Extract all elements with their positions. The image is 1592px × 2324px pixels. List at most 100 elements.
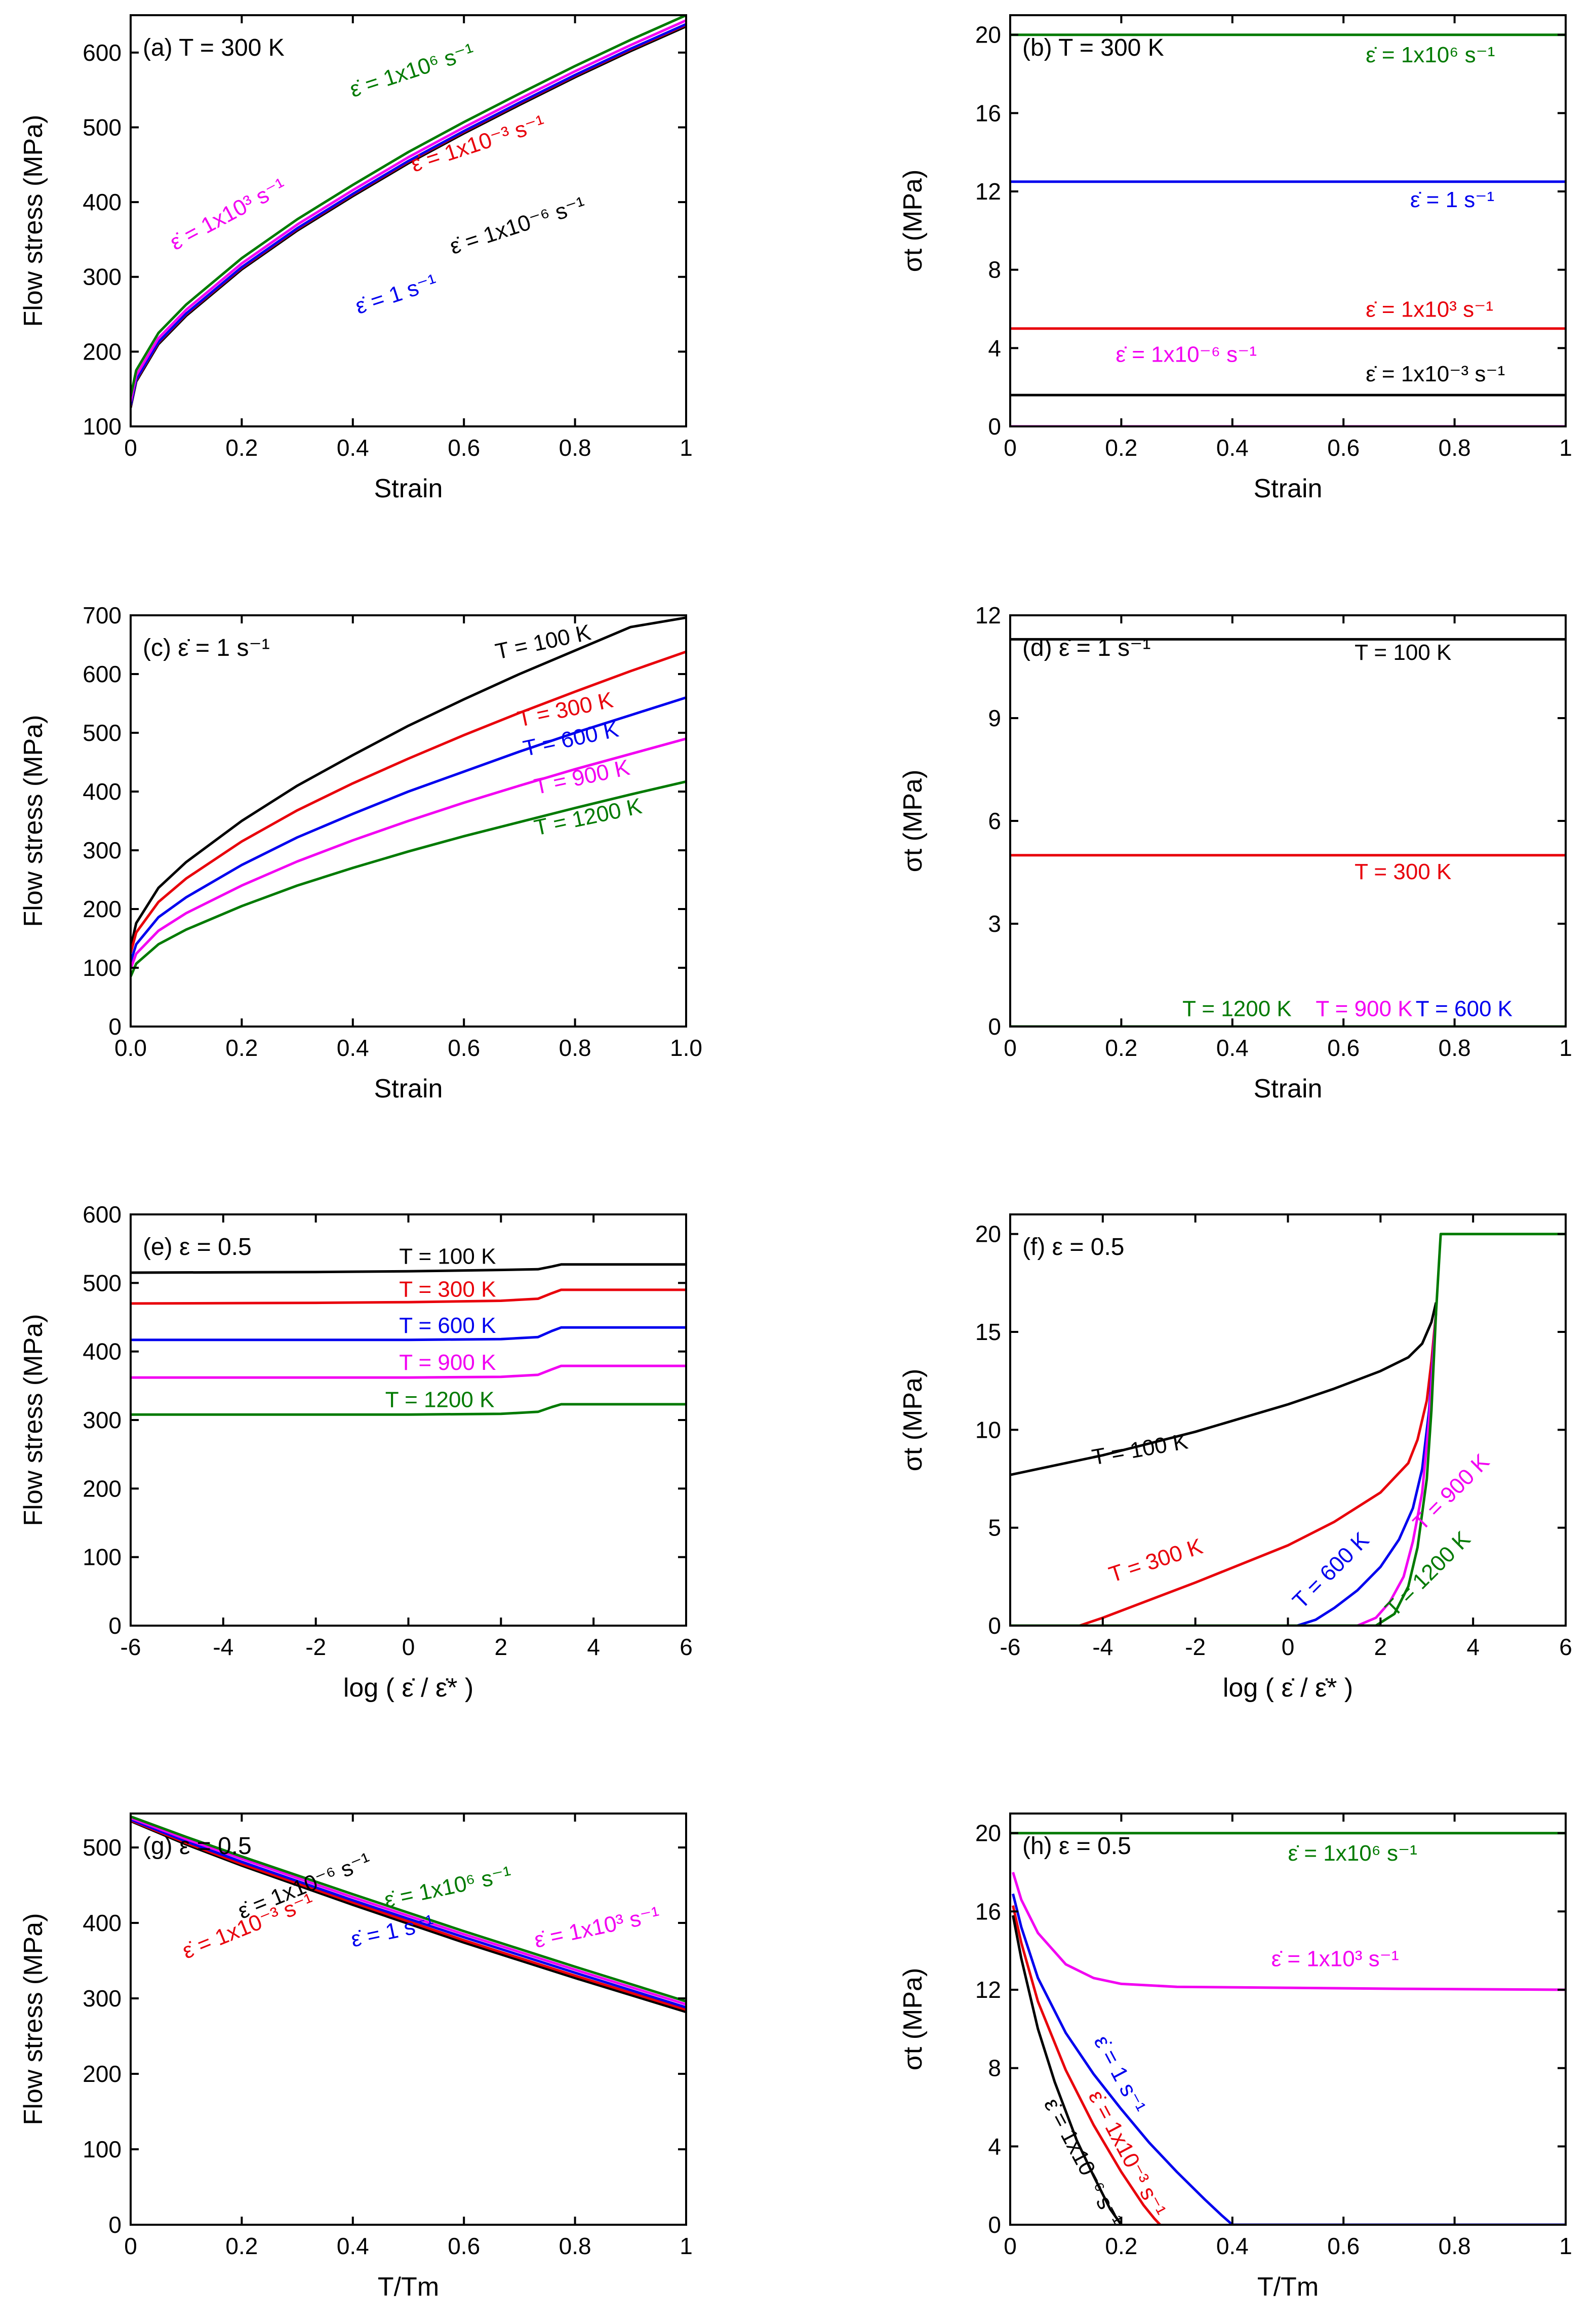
x-tick-label: 0 [124,435,137,461]
series-line-g-4 [131,1815,686,2003]
curve-annotation: T = 1200 K [1182,997,1292,1021]
series-line-a-4 [131,15,686,397]
y-tick-label: 0 [988,1612,1001,1639]
x-tick-label: 0.8 [1439,2233,1471,2259]
curve-annotation: T = 1200 K [385,1387,495,1412]
curve-annotation: T = 600 K [1288,1527,1374,1613]
y-tick-label: 0 [988,1013,1001,1040]
y-tick-label: 16 [975,1898,1001,1924]
y-tick-label: 400 [83,778,122,805]
series-line-c-3 [131,737,686,970]
series-line-e-1 [131,1288,686,1305]
x-tick-label: 0 [402,1634,415,1660]
y-axis-label: Flow stress (MPa) [19,1913,48,2125]
x-tick-label: -2 [1185,1634,1206,1660]
x-tick-label: 1 [680,435,693,461]
y-tick-label: 300 [83,264,122,290]
panel-label: (c) ε̇ = 1 s⁻¹ [143,635,270,661]
panel-label: (g) ε = 0.5 [143,1833,252,1860]
panel-label: (f) ε = 0.5 [1022,1234,1124,1261]
x-tick-label: 2 [1374,1634,1387,1660]
x-tick-label: 0 [124,2233,137,2259]
plot-frame [130,14,687,427]
y-tick-label: 8 [988,2055,1001,2081]
y-tick-label: 10 [975,1416,1001,1443]
x-tick-label: 0.6 [448,1035,480,1061]
x-tick-label: 6 [1559,1634,1572,1660]
y-tick-label: 20 [975,1820,1001,1846]
x-tick-label: 0.2 [1105,1035,1137,1061]
series-line-e-2 [131,1326,686,1342]
series-line-h-1 [1012,1872,1566,1991]
x-tick-label: 0.8 [1439,1035,1471,1061]
x-tick-label: 1 [680,2233,693,2259]
y-axis-label: Flow stress (MPa) [19,1314,48,1526]
curve-annotation: T = 100 K [1090,1429,1190,1470]
x-tick-label: -6 [1000,1634,1021,1660]
chart-panel-d: 0 0.2 0.4 0.6 0.8 1 0 3 6 9 12 Strain σt (MPa) (d) ε̇… [898,602,1572,1104]
series-line-e-0 [131,1263,686,1274]
y-tick-label: 5 [988,1515,1001,1541]
y-tick-label: 6 [988,808,1001,834]
x-tick-label: 0.2 [225,2233,258,2259]
x-tick-label: -6 [121,1634,141,1660]
y-tick-label: 12 [975,602,1001,628]
curve-annotation: ε̇ = 1x10³ s⁻¹ [1271,1947,1399,1972]
series-line-g-0 [131,1820,686,2014]
y-tick-label: 700 [83,602,122,628]
curve-annotation: T = 300 K [1106,1534,1206,1588]
curve-annotation: ε̇ = 1x10³ s⁻¹ [532,1902,662,1953]
y-tick-label: 20 [975,1221,1001,1247]
x-tick-label: 4 [587,1634,600,1660]
x-tick-label: 0.4 [1216,2233,1249,2259]
panel-label: (b) T = 300 K [1022,34,1164,61]
x-tick-label: 0.8 [559,2233,591,2259]
y-axis-label: σt (MPa) [898,1369,928,1472]
y-tick-label: 15 [975,1319,1001,1345]
plot-frame [1009,14,1567,427]
x-tick-label: 0.6 [1327,1035,1360,1061]
curve-annotation: T = 100 K [1355,640,1451,665]
x-tick-label: 0.4 [1216,435,1249,461]
x-tick-label: 1 [1559,1035,1572,1061]
x-tick-label: 0.4 [337,2233,369,2259]
curve-annotation: T = 900 K [1316,997,1412,1021]
x-tick-label: 0.6 [448,2233,480,2259]
y-tick-label: 100 [83,2136,122,2162]
curve-annotation: ε̇ = 1x10⁻⁶ s⁻¹ [1116,342,1257,367]
plot-frame [130,1213,687,1627]
curve-annotation: T = 600 K [1416,997,1513,1021]
x-tick-label: 0.4 [337,1035,369,1061]
y-tick-label: 100 [83,955,122,981]
y-tick-label: 600 [83,40,122,66]
plot-frame [1009,614,1567,1028]
series-line-f-3 [1010,1312,1438,1626]
y-tick-label: 12 [975,1977,1001,2003]
series-line-c-1 [131,650,686,954]
series-line-g-2 [131,1818,686,2009]
x-tick-label: 6 [680,1634,693,1660]
chart-panel-g: 0 0.2 0.4 0.6 0.8 1 0 100 200 300 400 500 T/Tm Flow s… [19,1813,693,2302]
curve-annotation: T = 900 K [399,1350,496,1375]
y-tick-label: 12 [975,178,1001,205]
y-tick-label: 4 [988,2133,1001,2159]
x-tick-label: 0.2 [1105,435,1137,461]
curve-annotation: T = 1200 K [1380,1526,1475,1621]
chart-panel-c: 0.0 0.2 0.4 0.6 0.8 1.0 0 100 200 300 400 500 600 700… [19,602,702,1104]
series-line-g-3 [131,1817,686,2006]
series-line-h-3 [1012,1905,1162,2225]
curve-annotation: ε̇ = 1x10⁻⁶ s⁻¹ [447,192,588,259]
curve-annotation: T = 1200 K [532,794,644,841]
x-tick-label: 1 [1559,2233,1572,2259]
series-line-a-2 [131,23,686,406]
y-tick-label: 500 [83,1270,122,1296]
plot-frame [1009,1813,1567,2226]
x-tick-label: 0.8 [1439,435,1471,461]
curve-annotation: ε̇ = 1 s⁻¹ [352,269,440,319]
y-axis-label: Flow stress (MPa) [19,115,48,327]
y-tick-label: 16 [975,100,1001,126]
y-tick-label: 400 [83,1338,122,1365]
x-tick-label: 0.6 [1327,2233,1360,2259]
y-tick-label: 3 [988,911,1001,937]
